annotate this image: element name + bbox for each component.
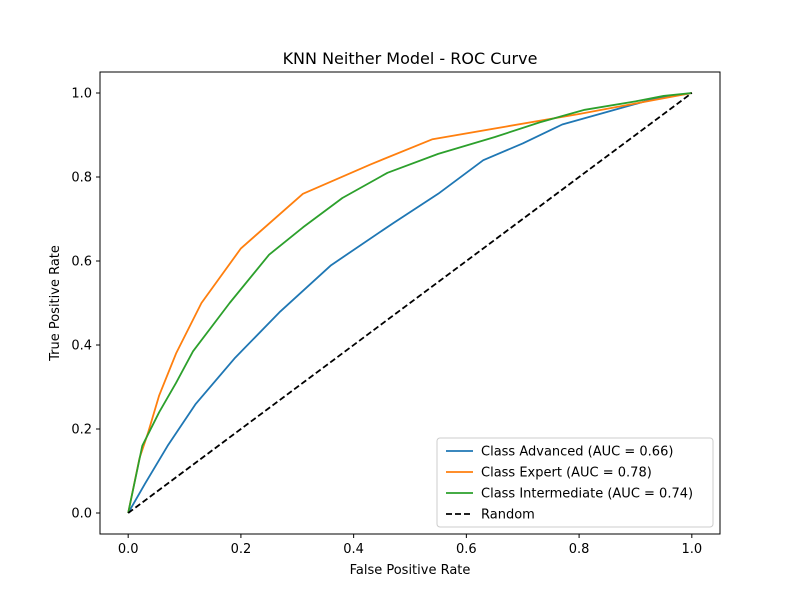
y-tick-label-3: 0.6 bbox=[71, 255, 92, 270]
x-tick-label-0: 0.0 bbox=[118, 542, 139, 557]
y-tick-label-4: 0.8 bbox=[71, 171, 92, 186]
legend: Class Advanced (AUC = 0.66) Class Expert … bbox=[436, 437, 714, 528]
y-tick-label-2: 0.4 bbox=[71, 339, 92, 354]
legend-label-3: Random bbox=[481, 508, 535, 523]
series-line-3 bbox=[127, 92, 693, 514]
legend-label-2: Class Intermediate (AUC = 0.74) bbox=[481, 487, 693, 502]
legend-label-0: Class Advanced (AUC = 0.66) bbox=[481, 445, 673, 460]
x-tick-label-3: 0.6 bbox=[456, 542, 477, 557]
plot-frame bbox=[99, 71, 721, 535]
series-line-1 bbox=[127, 92, 692, 514]
x-tick-label-2: 0.4 bbox=[343, 542, 364, 557]
x-tick-label-4: 0.8 bbox=[569, 542, 590, 557]
y-tick-label-0: 0.0 bbox=[71, 507, 92, 522]
x-tick-label-5: 1.0 bbox=[681, 542, 702, 557]
x-tick-label-1: 0.2 bbox=[231, 542, 252, 557]
y-tick-label-5: 1.0 bbox=[71, 87, 92, 102]
y-tick-label-1: 0.2 bbox=[71, 423, 92, 438]
y-axis-label: True Positive Rate bbox=[48, 245, 63, 362]
x-axis-label: False Positive Rate bbox=[350, 563, 471, 578]
legend-box bbox=[436, 437, 714, 528]
legend-label-1: Class Expert (AUC = 0.78) bbox=[481, 466, 652, 481]
y-axis: 0.0 0.2 0.4 0.6 0.8 1.0 bbox=[71, 87, 100, 522]
series-line-2 bbox=[127, 92, 692, 514]
series-line-0 bbox=[127, 92, 692, 514]
x-axis: 0.0 0.2 0.4 0.6 0.8 1.0 bbox=[118, 534, 702, 557]
plot-lines bbox=[127, 92, 693, 514]
chart-title: KNN Neither Model - ROC Curve bbox=[283, 49, 538, 68]
